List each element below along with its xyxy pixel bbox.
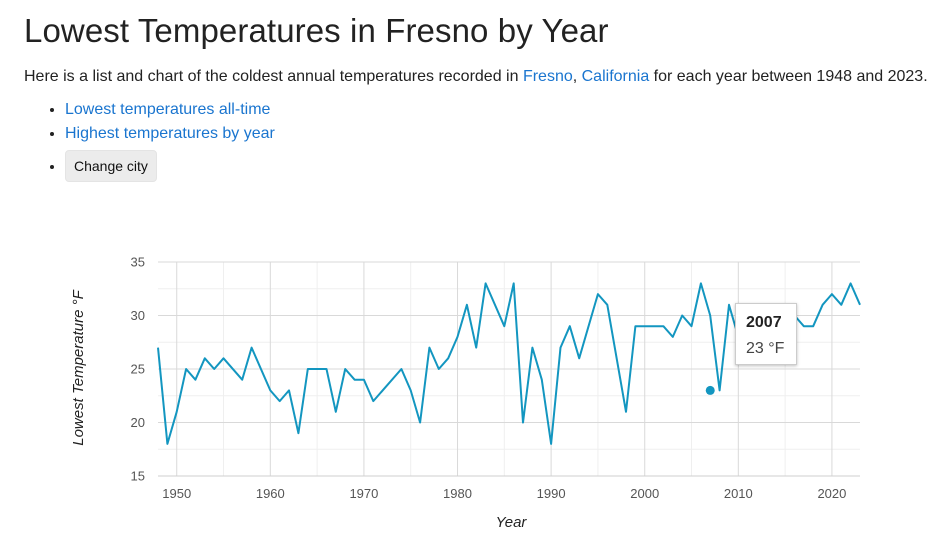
highest-by-year-link[interactable]: Highest temperatures by year	[65, 125, 275, 142]
x-axis-tick-labels: 1950 1960 1970 1980 1990 2000 2010 2020	[162, 486, 846, 501]
state-link[interactable]: California	[581, 68, 650, 85]
x-tick-label: 1990	[537, 486, 566, 501]
page-title: Lowest Temperatures in Fresno by Year	[24, 12, 609, 49]
list-item: Highest temperatures by year	[65, 122, 275, 146]
highlighted-data-point[interactable]	[705, 385, 715, 395]
tooltip-year: 2007	[746, 314, 782, 331]
y-tick-label: 15	[131, 469, 145, 484]
city-link[interactable]: Fresno	[522, 68, 573, 85]
x-tick-label: 2010	[724, 486, 753, 501]
lowest-all-time-link[interactable]: Lowest temperatures all-time	[65, 101, 271, 118]
x-tick-label: 1960	[256, 486, 285, 501]
tooltip-value: 23 °F	[746, 340, 785, 357]
tooltip: 2007 23 °F	[735, 303, 797, 365]
list-item: Change city	[65, 150, 275, 182]
y-tick-label: 35	[131, 255, 145, 270]
y-tick-label: 30	[131, 308, 145, 323]
x-tick-label: 2020	[817, 486, 846, 501]
intro-separator: ,	[572, 68, 582, 85]
x-tick-label: 2000	[630, 486, 659, 501]
y-tick-label: 20	[131, 415, 145, 430]
nav-links-list: Lowest temperatures all-time Highest tem…	[44, 98, 275, 182]
intro-text-after: for each year between 1948 and 2023.	[649, 68, 928, 85]
x-tick-label: 1970	[349, 486, 378, 501]
y-axis-tick-labels: 15 20 25 30 35	[131, 255, 145, 484]
x-tick-label: 1950	[162, 486, 191, 501]
y-tick-label: 25	[131, 362, 145, 377]
x-axis-title: Year	[496, 514, 528, 531]
y-axis-title: Lowest Temperature °F	[70, 289, 87, 445]
list-item: Lowest temperatures all-time	[65, 98, 275, 122]
x-tick-label: 1980	[443, 486, 472, 501]
major-grid	[158, 261, 860, 477]
intro-paragraph: Here is a list and chart of the coldest …	[24, 68, 928, 86]
intro-text-before: Here is a list and chart of the coldest …	[24, 68, 523, 85]
change-city-button[interactable]: Change city	[65, 150, 157, 182]
